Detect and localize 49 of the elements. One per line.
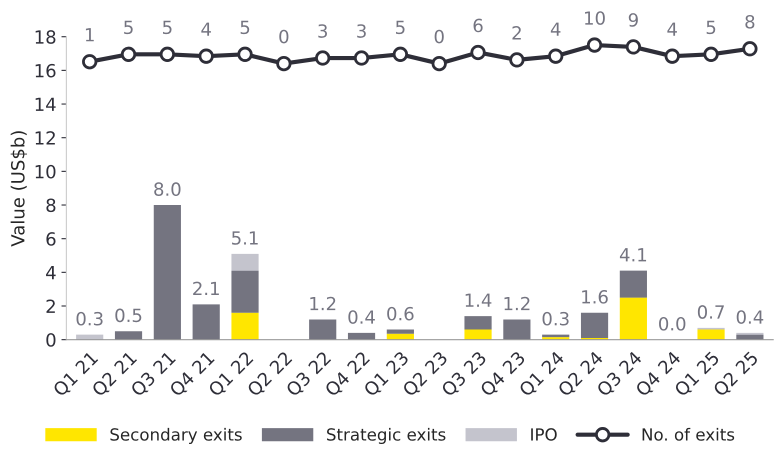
data-label: 3 xyxy=(318,24,327,38)
total-label: 1.6 xyxy=(582,290,608,304)
data-label: 4 xyxy=(201,22,211,36)
legend-label: Strategic exits xyxy=(327,428,446,444)
y-tick-label: 18 xyxy=(36,30,56,44)
legend-label: IPO xyxy=(531,428,557,441)
total-label: 0.7 xyxy=(698,305,724,319)
y-tick-label: 16 xyxy=(36,64,56,78)
total-label: 5.1 xyxy=(232,231,258,245)
total-label: 1.4 xyxy=(466,294,492,307)
total-label: 0.3 xyxy=(76,312,103,326)
y-tick-label: 14 xyxy=(36,98,56,111)
y-tick-label: 0 xyxy=(46,333,56,347)
legend-label: No. of exits xyxy=(642,428,734,441)
data-label: 5 xyxy=(163,20,172,34)
total-label: 2.1 xyxy=(193,282,219,296)
total-label: 1.2 xyxy=(310,296,336,310)
data-label: 4 xyxy=(550,22,560,36)
y-tick-label: 2 xyxy=(46,299,55,313)
data-label: 5 xyxy=(240,20,250,34)
data-label: 1 xyxy=(86,28,94,42)
y-tick-label: 10 xyxy=(36,164,56,178)
y-tick-label: 4 xyxy=(46,266,56,280)
total-label: 0.6 xyxy=(387,306,414,321)
y-tick-label: 8 xyxy=(46,198,56,212)
data-label: 9 xyxy=(628,13,638,27)
data-label: 5 xyxy=(396,20,405,34)
y-axis-title: Value (US$b) xyxy=(10,131,28,247)
data-label: 5 xyxy=(124,20,133,34)
total-label: 1.2 xyxy=(504,296,530,310)
total-label: 0.5 xyxy=(115,308,142,322)
y-tick-label: 6 xyxy=(46,232,56,246)
data-label: 4 xyxy=(667,22,677,36)
data-label: 3 xyxy=(357,24,366,38)
y-tick-label: 12 xyxy=(36,131,55,145)
data-label: 6 xyxy=(474,18,483,32)
total-label: 4.1 xyxy=(620,248,646,262)
data-label: 0 xyxy=(434,30,444,44)
total-label: 8.0 xyxy=(154,182,181,196)
legend-label: Secondary exits xyxy=(110,428,242,444)
data-label: 2 xyxy=(512,26,521,40)
total-label: 0.0 xyxy=(659,316,686,331)
data-label: 5 xyxy=(706,20,716,34)
data-label: 10 xyxy=(585,11,605,25)
total-label: 0.4 xyxy=(348,310,375,324)
data-label: 0 xyxy=(279,30,288,44)
total-label: 0.4 xyxy=(736,310,764,324)
total-label: 0.3 xyxy=(542,312,569,326)
data-label: 8 xyxy=(745,14,754,29)
